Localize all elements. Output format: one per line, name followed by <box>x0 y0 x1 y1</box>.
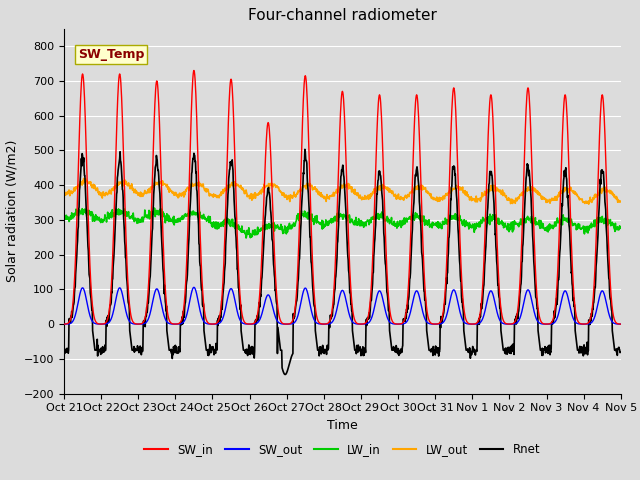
SW_in <box>184 230 191 236</box>
LW_in <box>247 231 255 237</box>
Rnet <box>502 345 510 351</box>
LW_in <box>551 219 559 225</box>
Legend: SW_in, SW_out, LW_in, LW_out, Rnet: SW_in, SW_out, LW_in, LW_out, Rnet <box>140 438 545 461</box>
Line: Rnet: Rnet <box>64 149 620 374</box>
LW_out <box>171 192 179 198</box>
SW_out <box>616 321 624 327</box>
Rnet <box>429 344 437 349</box>
SW_out <box>551 319 559 325</box>
SW_out <box>170 321 178 327</box>
LW_in <box>60 215 68 221</box>
Line: LW_out: LW_out <box>64 179 620 204</box>
SW_in <box>190 68 198 73</box>
SW_out <box>246 321 254 327</box>
SW_in <box>616 321 624 327</box>
LW_in <box>616 225 624 230</box>
LW_in <box>184 211 192 216</box>
LW_out <box>551 194 559 200</box>
Y-axis label: Solar radiation (W/m2): Solar radiation (W/m2) <box>5 140 18 282</box>
LW_in <box>243 235 250 241</box>
Rnet <box>551 312 559 318</box>
LW_out <box>502 194 509 200</box>
Rnet <box>170 346 178 352</box>
Text: SW_Temp: SW_Temp <box>78 48 144 61</box>
Title: Four-channel radiometer: Four-channel radiometer <box>248 9 437 24</box>
LW_out <box>585 201 593 207</box>
LW_in <box>150 205 158 211</box>
Line: SW_out: SW_out <box>64 288 620 324</box>
LW_out <box>616 199 624 204</box>
LW_in <box>429 220 437 226</box>
SW_out <box>60 321 68 327</box>
X-axis label: Time: Time <box>327 419 358 432</box>
SW_in <box>551 309 559 314</box>
SW_in <box>429 321 436 327</box>
LW_in <box>502 223 510 229</box>
SW_out <box>190 285 198 290</box>
Rnet <box>282 372 289 377</box>
SW_in <box>60 321 68 327</box>
LW_out <box>246 195 254 201</box>
Line: LW_in: LW_in <box>64 208 620 238</box>
SW_in <box>502 321 509 326</box>
SW_in <box>170 321 178 327</box>
SW_out <box>429 321 436 327</box>
LW_out <box>429 194 436 200</box>
LW_in <box>171 218 179 224</box>
LW_out <box>60 189 68 195</box>
LW_out <box>184 185 192 191</box>
Rnet <box>60 348 68 354</box>
SW_in <box>246 321 254 327</box>
LW_out <box>80 176 88 181</box>
SW_out <box>184 308 191 314</box>
Rnet <box>246 346 254 352</box>
Rnet <box>301 146 308 152</box>
Rnet <box>184 261 191 267</box>
Rnet <box>616 349 624 355</box>
Line: SW_in: SW_in <box>64 71 620 324</box>
SW_out <box>502 321 509 327</box>
